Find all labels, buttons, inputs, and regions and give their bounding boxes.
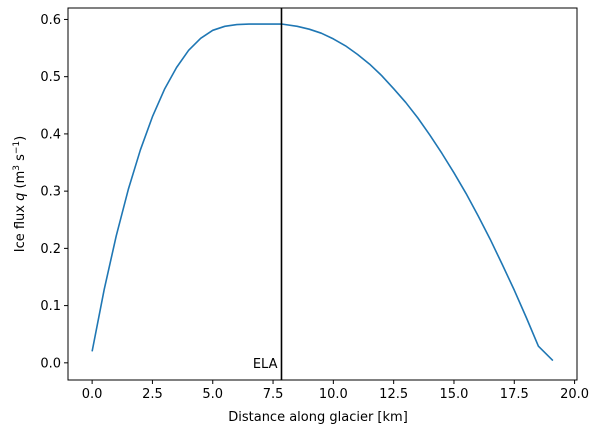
x-tick-label: 17.5 (500, 387, 529, 402)
y-axis-label: Ice flux q (m3 s−1) (12, 136, 28, 253)
y-tick-label: 0.4 (40, 127, 61, 142)
x-tick-label: 20.0 (560, 387, 589, 402)
x-tick-label: 7.5 (263, 387, 284, 402)
y-tick-label: 0.1 (40, 299, 61, 314)
y-tick-label: 0.6 (40, 13, 61, 28)
series-line-0 (91, 23, 554, 362)
plot-area: ELA (91, 8, 554, 380)
x-tick-label: 2.5 (142, 387, 163, 402)
y-axis: 0.0 0.1 0.2 0.3 0.4 0.5 0.6 (40, 13, 68, 371)
x-tick-label: 12.5 (379, 387, 408, 402)
x-axis: 0.0 2.5 5.0 7.5 10.0 12.5 15.0 17.5 20.0 (82, 380, 589, 402)
x-tick-label: 10.0 (319, 387, 348, 402)
ela-annotation: ELA (253, 357, 278, 372)
axes-frame (67, 7, 578, 381)
x-tick-label: 0.0 (82, 387, 103, 402)
y-tick-label: 0.0 (40, 356, 61, 371)
x-tick-label: 5.0 (202, 387, 223, 402)
x-axis-label: Distance along glacier [km] (228, 410, 408, 425)
x-tick-label: 15.0 (439, 387, 468, 402)
y-tick-label: 0.5 (40, 70, 61, 85)
y-tick-label: 0.2 (40, 242, 61, 257)
y-tick-label: 0.3 (40, 185, 61, 200)
